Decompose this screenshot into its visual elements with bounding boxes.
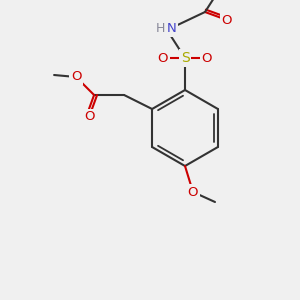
- Text: O: O: [84, 110, 94, 124]
- Text: O: O: [222, 14, 232, 26]
- Text: N: N: [167, 22, 177, 35]
- Text: O: O: [158, 52, 168, 64]
- Text: O: O: [202, 52, 212, 64]
- Text: O: O: [188, 185, 198, 199]
- Text: H: H: [155, 22, 165, 35]
- Text: O: O: [71, 70, 81, 83]
- Text: S: S: [181, 51, 189, 65]
